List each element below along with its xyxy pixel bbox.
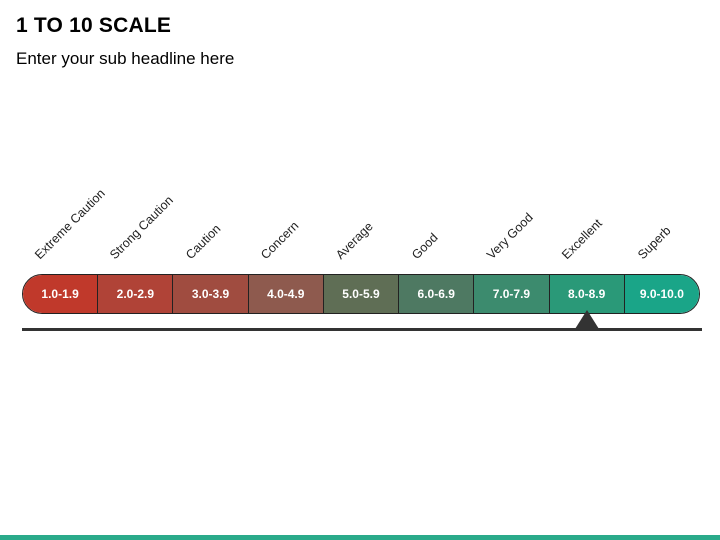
scale-segment: 6.0-6.9 [399, 275, 475, 313]
scale-segment: 1.0-1.9 [23, 275, 99, 313]
scale-pointer-icon [575, 310, 599, 329]
scale-label: Superb [634, 223, 674, 262]
scale-segment: 3.0-3.9 [173, 275, 249, 313]
scale-segment: 2.0-2.9 [98, 275, 174, 313]
scale-label: Strong Caution [107, 193, 177, 262]
scale-label: Concern [258, 218, 302, 262]
page-title: 1 TO 10 SCALE [16, 14, 172, 37]
scale-segment: 8.0-8.9 [549, 275, 625, 313]
scale-label: Excellent [559, 216, 606, 262]
scale-label: Good [408, 230, 441, 262]
scale-segment: 5.0-5.9 [323, 275, 400, 313]
scale-segment: 4.0-4.9 [248, 275, 324, 313]
scale-segment: 9.0-10.0 [624, 275, 699, 313]
scale-label: Extreme Caution [32, 186, 108, 262]
footer-accent-band [0, 535, 720, 540]
scale-label: Caution [182, 221, 224, 262]
scale-label: Average [333, 219, 377, 262]
scale-label: Very Good [484, 210, 536, 262]
scale-bar: 1.0-1.9 2.0-2.9 3.0-3.9 4.0-4.9 5.0-5.9 6.0-6… [22, 274, 700, 314]
scale-segment: 7.0-7.9 [474, 275, 550, 313]
page-subtitle: Enter your sub headline here [16, 49, 235, 68]
scale-baseline [22, 328, 702, 331]
